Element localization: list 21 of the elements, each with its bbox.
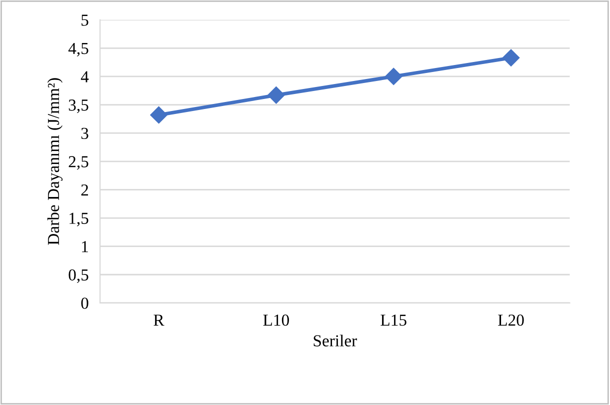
y-tick-label: 5 — [82, 14, 88, 26]
point — [268, 86, 285, 104]
y-tick-label: 3 — [81, 128, 88, 140]
x-tick-label: L10 — [263, 314, 289, 326]
y-tick-label: 1,5 — [70, 212, 88, 226]
y-tick-label: 4,5 — [68, 42, 88, 56]
y-tick-label: 0 — [81, 298, 88, 309]
x-tick-label: L20 — [498, 314, 524, 326]
y-tick-label: 1 — [82, 241, 88, 252]
y-tick-label: 2 — [81, 184, 88, 196]
y-tick-label: 3,5 — [68, 100, 88, 114]
x-tick-label: R — [154, 314, 164, 326]
y-axis-title: Darbe Dayanımı (J/mm²) — [47, 78, 63, 245]
point — [502, 49, 520, 66]
y-tick-label: 0,5 — [68, 269, 88, 283]
point — [150, 106, 168, 124]
y-tick-label: 4 — [80, 71, 89, 82]
point — [385, 68, 402, 86]
y-tick-label: 2,5 — [68, 156, 88, 170]
x-axis-title: Seriler — [314, 334, 357, 346]
x-tick-label: L15 — [380, 314, 406, 326]
